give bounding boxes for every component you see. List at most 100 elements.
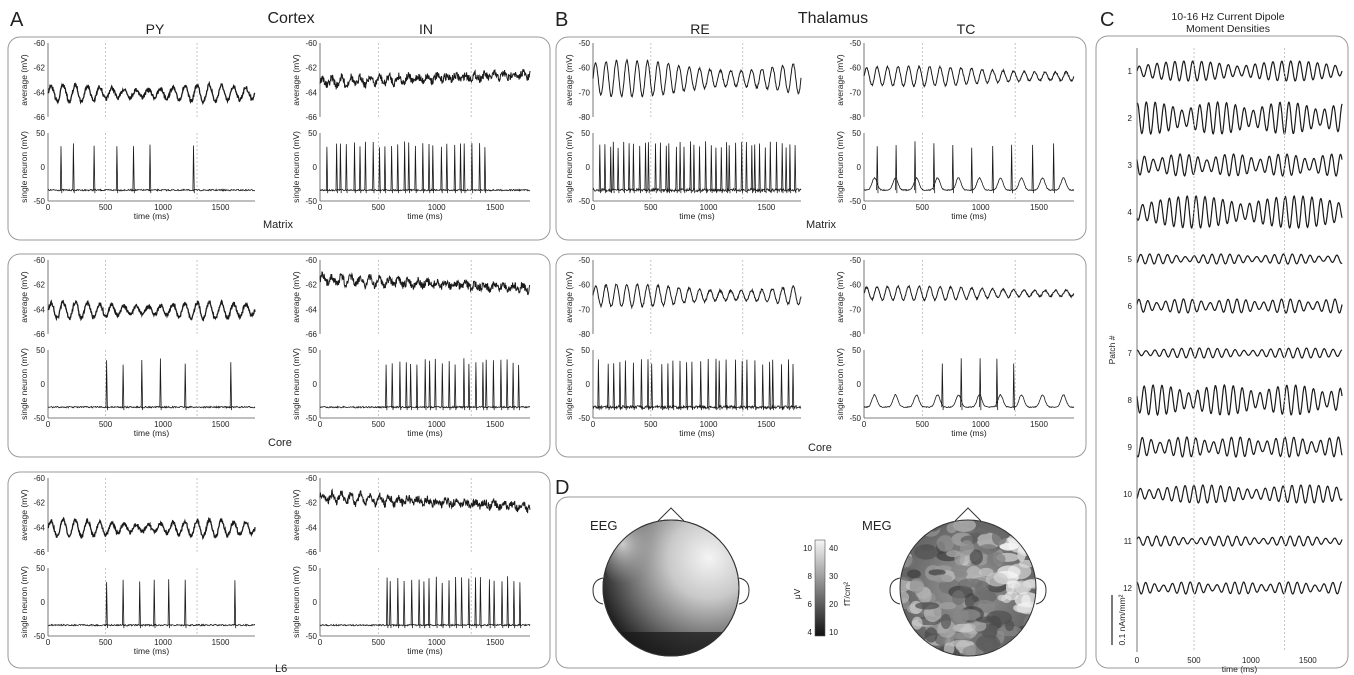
cortex-r3-in-spike-trace (319, 576, 531, 629)
dipole-trace-patch-2 (1136, 100, 1343, 135)
panel-c-frame (1095, 35, 1349, 669)
dipole-trace-patch-5 (1136, 253, 1343, 265)
panel-letter-a: A (10, 9, 24, 31)
patch-label: 11 (1124, 537, 1133, 546)
meg-texture-blob (915, 642, 924, 653)
cortex-r1-in-single-x-tick: 500 (372, 203, 386, 212)
meg-texture-blob (952, 520, 976, 532)
cortex-r1-in-single-x-tick: 1000 (428, 203, 446, 212)
cortex-l6-tag: L6 (275, 663, 287, 675)
cortex-r2-py-single-x-tick: 1500 (212, 420, 230, 429)
cortex-r3-in-average-y-tick: -60 (305, 474, 317, 483)
thal-r2-tc-single-x-label: time (ms) (951, 428, 987, 438)
thal-r1-re-spike-trace (592, 141, 802, 194)
patch-label: 2 (1128, 114, 1133, 123)
cortex-r1-in-average-y-tick: -62 (305, 64, 317, 73)
thalamus-title: Thalamus (798, 10, 868, 27)
cortex-r2-py-average-y-tick: -64 (33, 305, 45, 314)
patch-label: 8 (1128, 396, 1133, 405)
cortex-r1-in-average-y-tick: -66 (305, 113, 317, 122)
thal-r2-re-single-label: single neuron (mV) (564, 348, 574, 420)
meg-texture-blob (900, 522, 918, 537)
panel-letter-c: C (1100, 9, 1114, 31)
patch-label: 9 (1128, 443, 1133, 452)
cortex-r2-py-spike-trace (47, 358, 256, 411)
meg-texture-blob (936, 535, 954, 552)
thal-r2-re-average-trace (592, 283, 802, 310)
cortex-r3-in-average-label: average (mV) (291, 489, 301, 541)
meg-texture-blob (907, 569, 921, 579)
meg-texture-blob (975, 616, 998, 623)
meg-texture-blob (971, 620, 987, 632)
re-column-title: RE (690, 21, 709, 37)
cortex-r3-py-average-label: average (mV) (19, 489, 29, 541)
thal-r1-tc-single-x-label: time (ms) (951, 211, 987, 221)
meg-texture-blob (1005, 520, 1022, 530)
thal-r1-re-single-x-tick: 0 (591, 203, 596, 212)
cortex-r2-in-average-y-tick: -66 (305, 330, 317, 339)
meg-texture-blob (954, 551, 965, 566)
thal-r2-tc-single-y-tick: 0 (857, 380, 862, 389)
thalamus-matrix-tag: Matrix (806, 219, 836, 231)
cortex-r2-py-average-trace (47, 299, 256, 322)
cortex-r1-in-average-y-tick: -64 (305, 88, 317, 97)
thal-r1-re-average-y-tick: -80 (578, 113, 590, 122)
dipole-trace-patch-1 (1136, 60, 1343, 82)
cortex-r1-py-single-y-tick: 50 (36, 129, 45, 138)
cortex-r1-in-average-y-tick: -60 (305, 39, 317, 48)
thal-r2-re-average-y-tick: -80 (578, 330, 590, 339)
cortex-r3-py-single-x-tick: 500 (99, 638, 113, 647)
cortex-r2-py-single-label: single neuron (mV) (19, 348, 29, 420)
meg-texture-blob (1014, 635, 1036, 644)
thal-r1-tc-single-x-tick: 500 (916, 203, 930, 212)
cortex-r3-in-single-x-tick: 1000 (428, 638, 446, 647)
thal-r1-tc-average-y-tick: -60 (849, 64, 861, 73)
cortex-r2-in-single-x-tick: 500 (372, 420, 386, 429)
meg-texture-blob (953, 570, 969, 578)
meg-texture-blob (943, 642, 955, 656)
thal-r2-re-average-y-tick: -60 (578, 281, 590, 290)
meg-texture-blob (978, 544, 998, 555)
cortex-r2-py-single-y-tick: -50 (33, 414, 45, 423)
thal-r2-tc-single-x-tick: 500 (916, 420, 930, 429)
thalamus-core-frame (555, 253, 1087, 458)
meg-texture-blob (1021, 628, 1036, 639)
patch-label: 5 (1128, 255, 1133, 264)
dipole-x-tick: 1000 (1242, 656, 1260, 665)
panel-letter-b: B (555, 9, 568, 31)
colorbar-left-tick: 10 (803, 544, 812, 553)
meg-texture-blob (1014, 592, 1036, 608)
cortex-r1-in-single-x-tick: 0 (318, 203, 323, 212)
thal-r2-re-average-label: average (mV) (564, 271, 574, 323)
cortex-r1-py-average-label: average (mV) (19, 54, 29, 106)
cortex-r3-in-single-label: single neuron (mV) (291, 566, 301, 638)
patch-label: 3 (1128, 161, 1133, 170)
eeg-label: EEG (590, 518, 617, 533)
meg-texture-blob (900, 555, 916, 569)
cortex-r1-py-single-x-tick: 1500 (212, 203, 230, 212)
colorbar-right-tick: 30 (829, 572, 838, 581)
cortex-r2-in-average-trace (319, 271, 531, 296)
cortex-r1-py-average-y-tick: -66 (33, 113, 45, 122)
thal-r1-tc-single-y-tick: 0 (857, 163, 862, 172)
cortex-r3-py-single-x-tick: 1500 (212, 638, 230, 647)
meg-texture-blob (900, 532, 913, 548)
colorbar-left-tick: 6 (808, 600, 813, 609)
meg-texture-blob (1014, 582, 1030, 594)
panel-c-title-line1: 10-16 Hz Current Dipole (1171, 11, 1284, 23)
thal-r1-tc-single-x-tick: 1500 (1030, 203, 1048, 212)
meg-texture-blob (915, 602, 940, 610)
meg-texture-blob (900, 591, 910, 604)
meg-texture-blob (1010, 648, 1024, 656)
meg-texture-blob (946, 523, 958, 534)
cortex-r3-py-single-x-tick: 1000 (154, 638, 172, 647)
dipole-x-tick: 0 (1135, 656, 1140, 665)
thal-r1-re-single-y-tick: 0 (586, 163, 591, 172)
cortex-r2-in-single-y-tick: 0 (313, 380, 318, 389)
thal-r2-tc-average-y-tick: -80 (849, 330, 861, 339)
cortex-r2-py-single-x-tick: 0 (46, 420, 51, 429)
thal-r1-tc-single-x-tick: 0 (862, 203, 867, 212)
thal-r2-tc-average-label: average (mV) (835, 271, 845, 323)
thal-r2-tc-average-y-tick: -50 (849, 256, 861, 265)
cortex-r3-py-average-y-tick: -64 (33, 523, 45, 532)
